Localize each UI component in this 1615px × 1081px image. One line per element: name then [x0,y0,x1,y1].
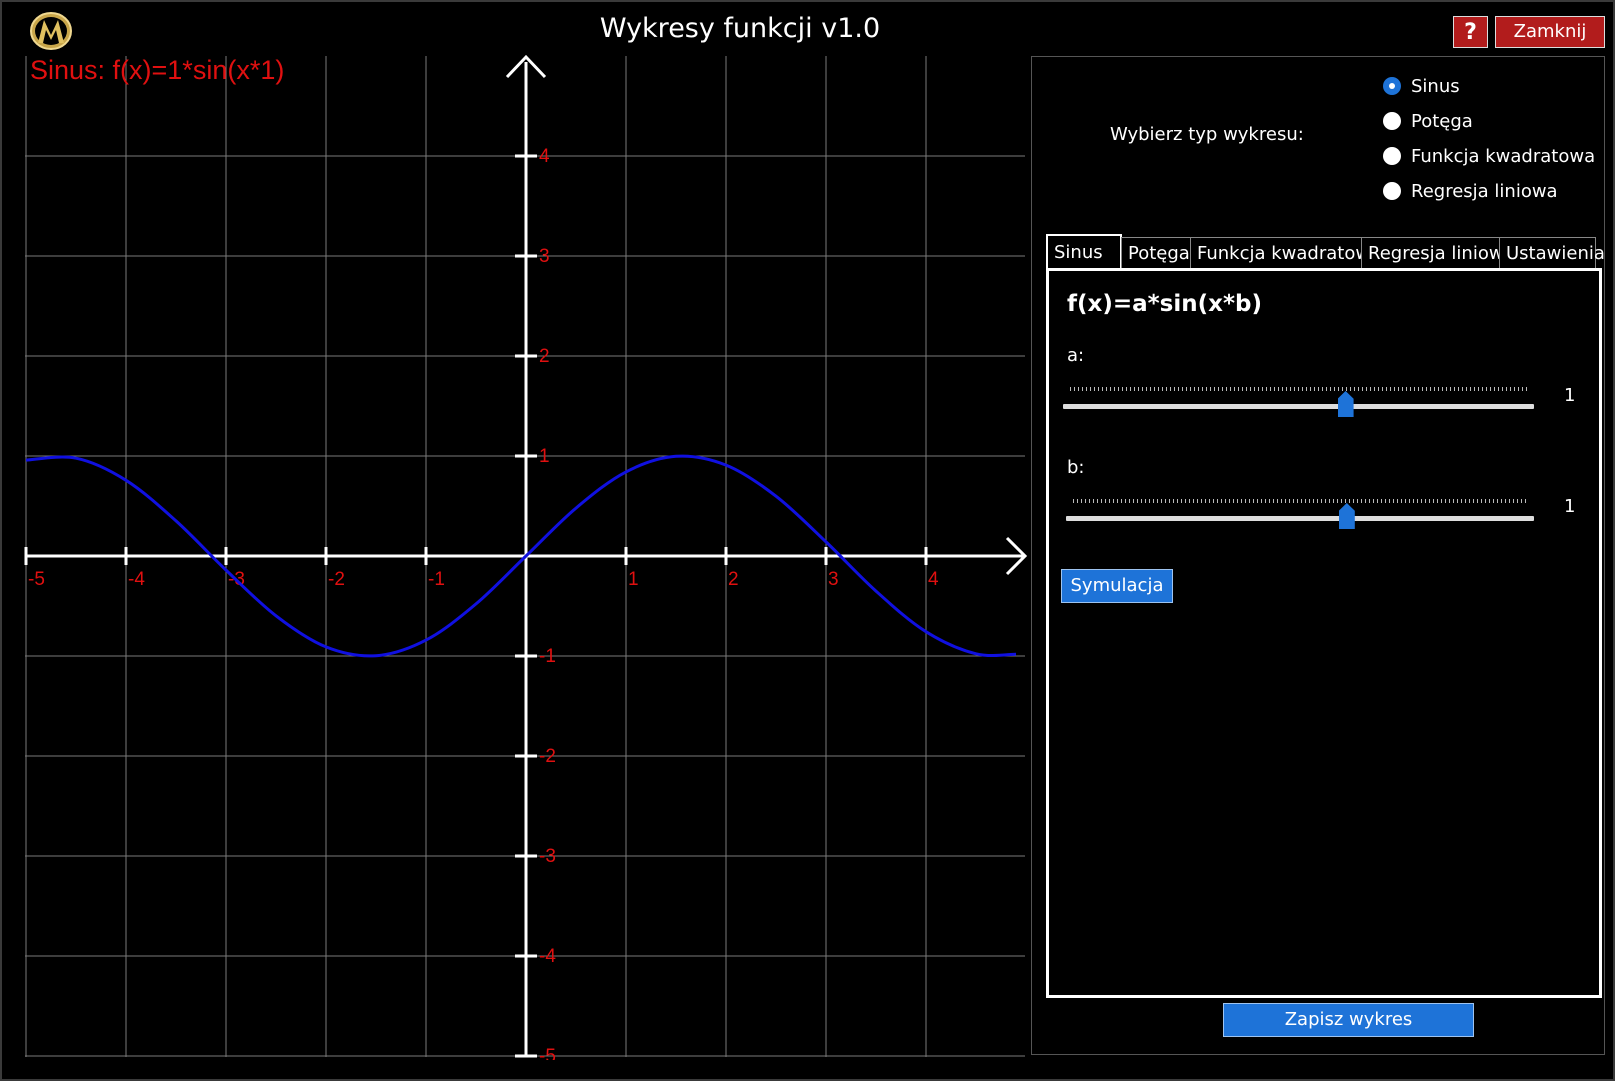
tab-regresja-liniowa[interactable]: Regresja liniowa [1361,237,1515,268]
help-button[interactable]: ? [1453,16,1488,48]
radio-funkcja-kwadratowa[interactable]: Funkcja kwadratowa [1383,144,1595,168]
x-tick-label: -1 [428,569,445,590]
x-tick-label: 4 [928,569,939,590]
y-tick-label: 2 [539,346,550,367]
radio-regresja-liniowa[interactable]: Regresja liniowa [1383,179,1558,203]
slider-a-thumb[interactable] [1337,391,1354,417]
save-chart-button[interactable]: Zapisz wykres [1223,1003,1474,1037]
radio-empty-icon[interactable] [1383,182,1401,200]
radio-label: Regresja liniowa [1411,180,1558,202]
simulate-button[interactable]: Symulacja [1061,569,1173,603]
x-tick-label: -2 [328,569,345,590]
window-title: Wykresy funkcji v1.0 [599,13,881,44]
y-tick-label: 3 [539,246,550,267]
radio-selected-icon[interactable] [1383,77,1401,95]
radio-empty-icon[interactable] [1383,112,1401,130]
slider-b-thumb[interactable] [1338,503,1355,529]
plot-curve [25,454,1017,658]
plot-title: Sinus: f(x)=1*sin(x*1) [30,55,285,85]
y-tick-label: 1 [539,446,550,467]
radio-label: Sinus [1411,75,1460,97]
x-tick-label: 3 [828,569,839,590]
radio-label: Funkcja kwadratowa [1411,145,1596,167]
x-tick-label: -4 [128,569,145,590]
x-tick-label: 2 [728,569,739,590]
tab-content-sinus [1046,268,1602,998]
slider-a-track[interactable] [1063,404,1534,409]
sine-curve [25,454,1017,658]
radio-sinus[interactable]: Sinus [1383,74,1460,98]
x-axis-arrow-icon [1005,536,1028,576]
y-tick-label: -3 [539,846,556,867]
slider-a-label: a: [1067,345,1085,366]
y-tick-label: -5 [539,1046,556,1060]
control-panel [1031,56,1605,1055]
slider-b-ticks [1073,499,1527,503]
y-axis-arrow-icon [505,54,547,79]
y-tick-label: -4 [539,946,556,967]
app-logo [30,12,72,50]
radio-label: Potęga [1411,110,1473,132]
tab-sinus[interactable]: Sinus [1046,234,1122,268]
slider-a-value: 1 [1564,385,1576,406]
slider-a-ticks [1070,387,1527,391]
chart-type-prompt: Wybierz typ wykresu: [1110,124,1304,145]
y-tick-label: -2 [539,746,556,767]
tab-bar: Sinus Potęga Funkcja kwadratowa Regresja… [1046,234,1605,269]
tab-ustawienia[interactable]: Ustawienia [1499,237,1605,268]
tab-funkcja-kwadratowa[interactable]: Funkcja kwadratowa [1190,237,1381,268]
radio-empty-icon[interactable] [1383,147,1401,165]
y-tick-label: 4 [539,146,550,167]
x-tick-label: -5 [28,569,45,590]
slider-b-value: 1 [1564,496,1576,517]
slider-b-label: b: [1067,457,1085,478]
x-tick-label: 1 [628,569,639,590]
slider-b-track[interactable] [1066,516,1534,521]
y-tick-label: -1 [539,646,556,667]
formula-heading: f(x)=a*sin(x*b) [1067,291,1262,317]
close-button[interactable]: Zamknij [1495,16,1605,48]
tab-potega[interactable]: Potęga [1121,237,1191,268]
radio-potega[interactable]: Potęga [1383,109,1473,133]
